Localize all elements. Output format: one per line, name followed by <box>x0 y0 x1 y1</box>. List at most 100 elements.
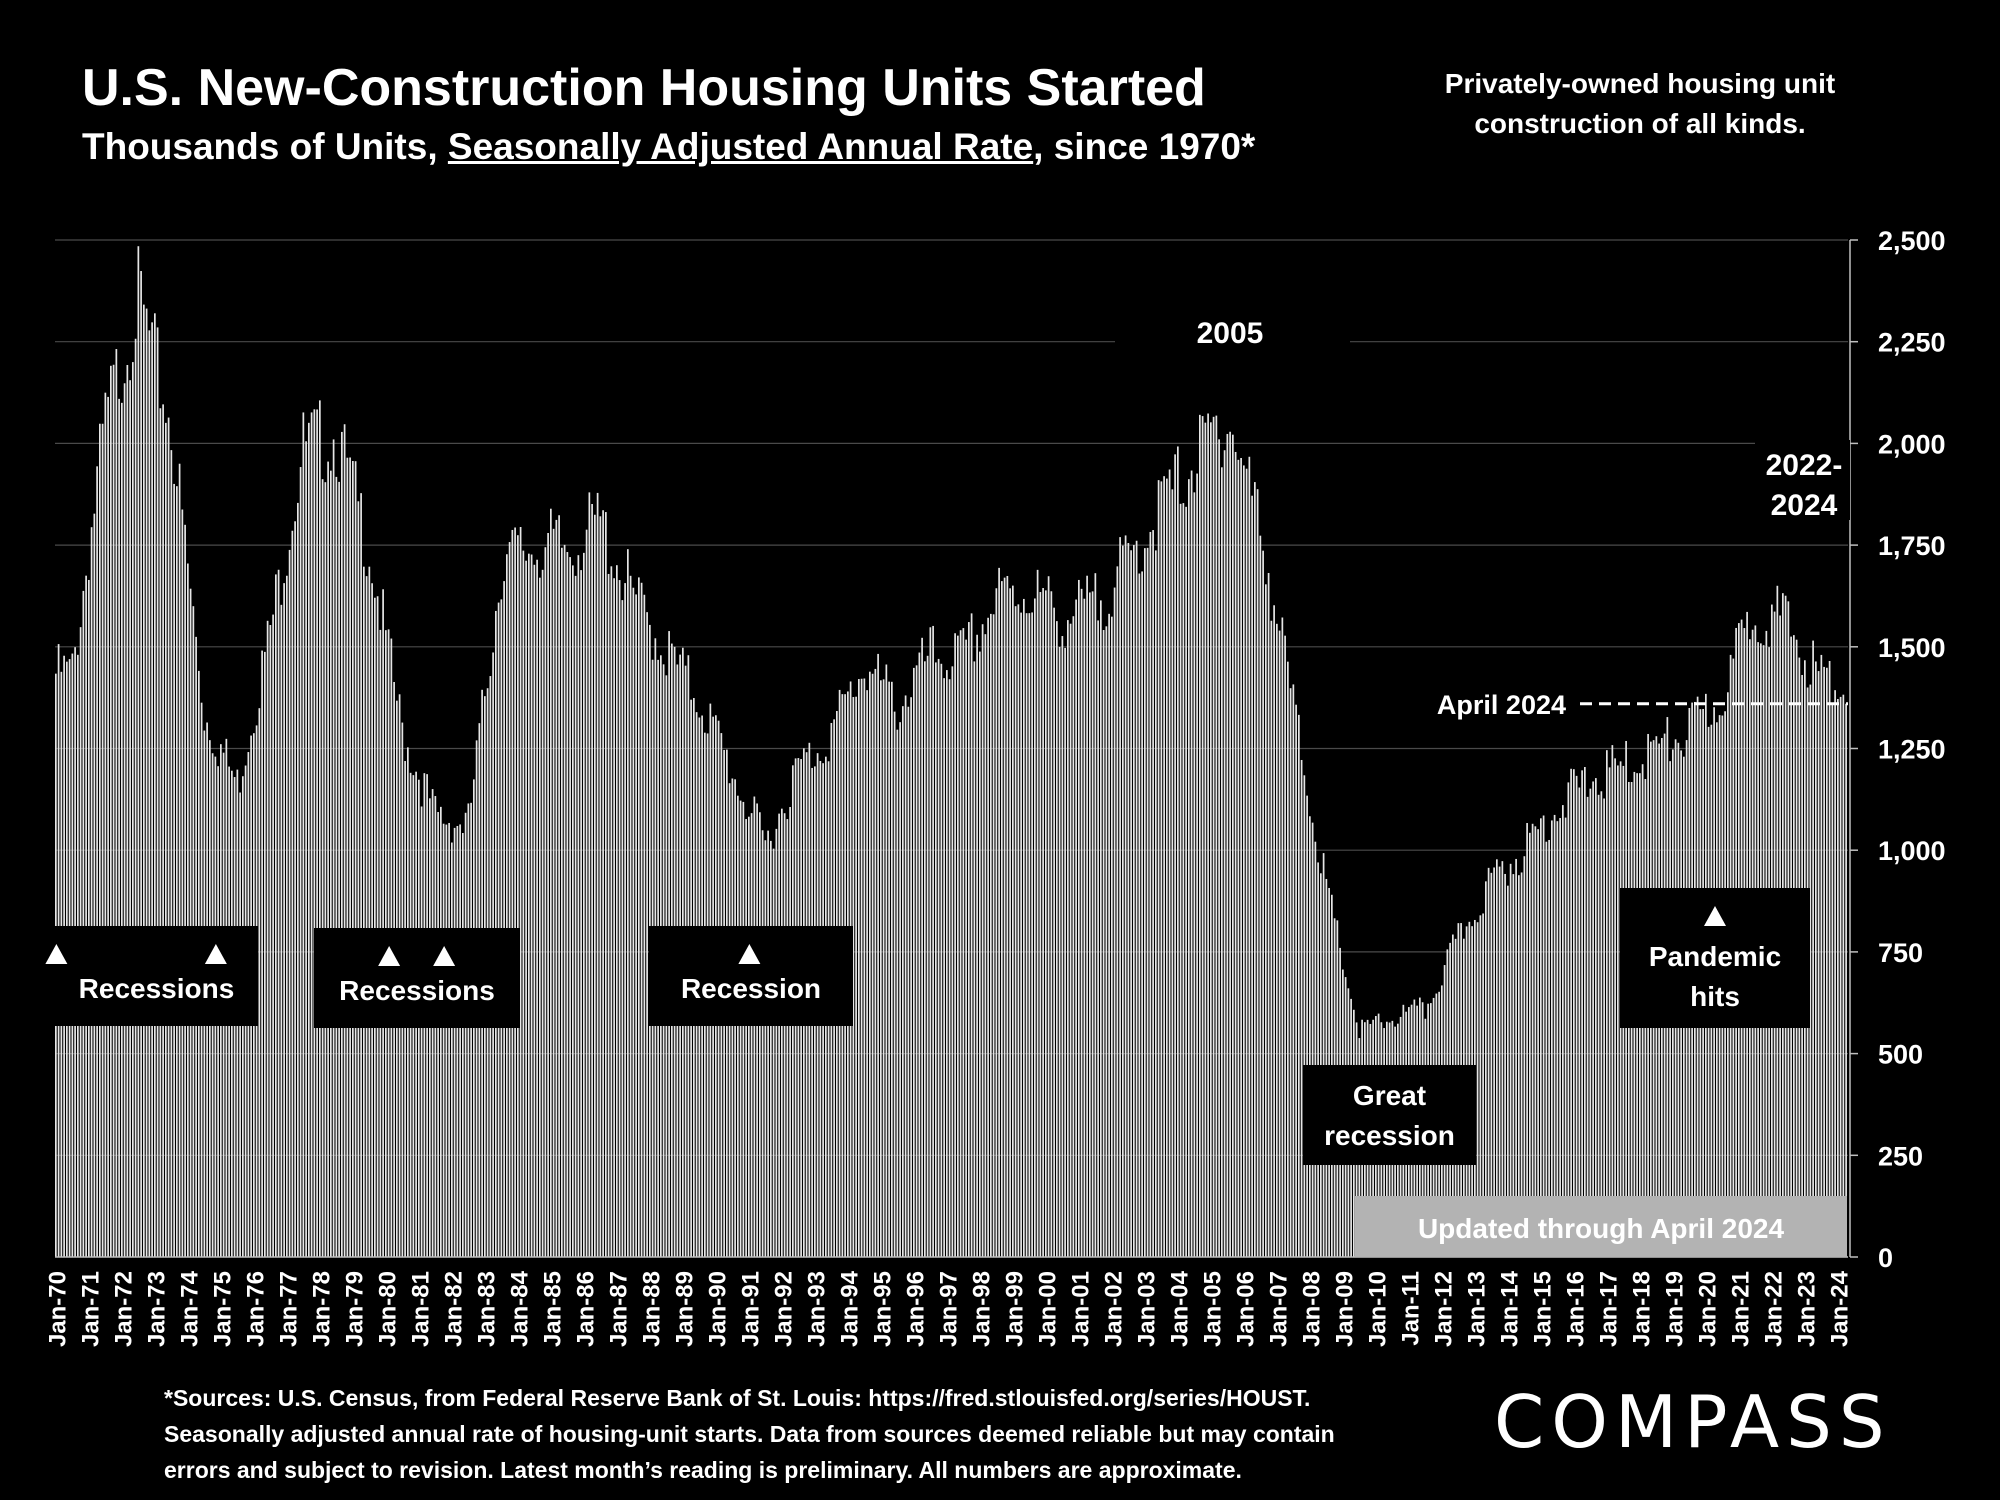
data-bar <box>918 652 921 1257</box>
data-bar <box>440 806 442 1257</box>
x-tick-label: Jan-12 <box>1430 1271 1457 1347</box>
data-bar <box>635 594 637 1257</box>
data-bar <box>599 516 602 1257</box>
data-bar <box>1182 503 1185 1258</box>
data-bar <box>1204 422 1207 1257</box>
data-bar <box>871 673 874 1257</box>
data-bar <box>1006 575 1009 1257</box>
data-bar <box>1135 540 1138 1257</box>
data-bar <box>767 830 769 1257</box>
data-bar <box>1031 612 1033 1257</box>
data-bar <box>368 566 371 1257</box>
data-bar <box>1581 770 1583 1257</box>
data-bar <box>1053 607 1055 1257</box>
data-bar <box>1553 814 1556 1257</box>
data-bar <box>1820 654 1823 1257</box>
data-bar <box>269 625 272 1257</box>
data-bar <box>1102 630 1105 1257</box>
x-tick-label: Jan-14 <box>1496 1270 1523 1347</box>
y-tick-label: 2,250 <box>1878 328 1946 358</box>
data-bar <box>940 663 943 1257</box>
recession-box <box>1303 1065 1476 1165</box>
y-tick-label: 1,000 <box>1878 836 1946 866</box>
data-bar <box>1570 768 1572 1257</box>
data-bar <box>143 304 145 1257</box>
data-bar <box>148 330 151 1257</box>
x-tick-label: Jan-22 <box>1760 1271 1787 1347</box>
data-bar <box>1003 577 1006 1257</box>
data-bar <box>1512 874 1515 1257</box>
data-bar <box>272 614 274 1257</box>
x-tick-label: Jan-11 <box>1397 1271 1424 1346</box>
x-tick-label: Jan-86 <box>572 1271 599 1347</box>
data-bar <box>291 530 294 1257</box>
data-bar <box>979 651 981 1257</box>
data-bar <box>101 423 104 1258</box>
data-bar <box>921 637 923 1257</box>
data-bar <box>536 559 538 1257</box>
data-bar <box>1086 575 1088 1257</box>
data-bar <box>1815 661 1817 1257</box>
data-bar <box>745 819 747 1257</box>
data-bar <box>1157 480 1160 1257</box>
data-bar <box>643 594 646 1257</box>
data-bar <box>1600 791 1603 1257</box>
data-bar <box>1482 913 1484 1257</box>
data-bar <box>1229 431 1231 1257</box>
data-bar <box>167 417 170 1257</box>
data-bar <box>1289 688 1292 1257</box>
data-bar <box>1056 621 1058 1257</box>
x-tick-label: Jan-06 <box>1232 1271 1259 1347</box>
x-tick-label: Jan-93 <box>803 1271 830 1347</box>
data-bar <box>1265 584 1267 1257</box>
data-bar <box>90 527 93 1257</box>
data-bar <box>286 575 288 1257</box>
data-bar <box>1562 805 1564 1257</box>
data-bar <box>170 450 173 1257</box>
x-tick-label: Jan-82 <box>440 1271 467 1347</box>
data-bar <box>610 566 613 1257</box>
data-bar <box>924 661 926 1257</box>
data-bar <box>1105 626 1108 1257</box>
data-bar <box>742 801 745 1257</box>
recession-label: Recession <box>681 973 821 1004</box>
data-bar <box>591 504 593 1257</box>
recession-label: hits <box>1690 981 1740 1012</box>
data-bar <box>1064 647 1066 1257</box>
data-bar <box>382 589 384 1257</box>
data-bar <box>1155 550 1157 1257</box>
data-bar <box>998 567 1000 1257</box>
data-bar <box>976 634 978 1257</box>
data-bar <box>82 590 85 1257</box>
data-bar <box>588 492 591 1258</box>
recession-marker-icon <box>1704 906 1726 926</box>
data-bar <box>1133 544 1135 1257</box>
data-bar <box>1608 767 1611 1257</box>
data-bar <box>302 412 305 1258</box>
data-bar <box>1124 535 1127 1257</box>
data-bar <box>341 431 343 1257</box>
data-bar <box>360 493 362 1257</box>
x-tick-label: Jan-09 <box>1331 1271 1358 1347</box>
data-bar <box>594 514 596 1257</box>
data-bar <box>1842 694 1845 1257</box>
data-bar <box>1144 548 1146 1257</box>
data-bar <box>943 678 945 1257</box>
data-bar <box>1014 606 1017 1257</box>
data-bar <box>896 729 899 1257</box>
data-bar <box>357 501 360 1257</box>
data-bar <box>1523 856 1526 1257</box>
x-tick-label: Jan-96 <box>902 1271 929 1347</box>
data-bar <box>176 486 178 1257</box>
data-bar <box>607 573 610 1257</box>
data-bar <box>1515 858 1517 1257</box>
data-bar <box>550 508 552 1257</box>
data-bar <box>104 392 107 1257</box>
data-bar <box>1254 482 1256 1257</box>
recession-marker-icon <box>433 946 456 966</box>
data-bar <box>1130 550 1132 1257</box>
data-bar <box>913 667 915 1257</box>
x-tick-label: Jan-90 <box>704 1271 731 1347</box>
x-tick-label: Jan-81 <box>407 1271 434 1347</box>
data-bar <box>1001 581 1003 1257</box>
